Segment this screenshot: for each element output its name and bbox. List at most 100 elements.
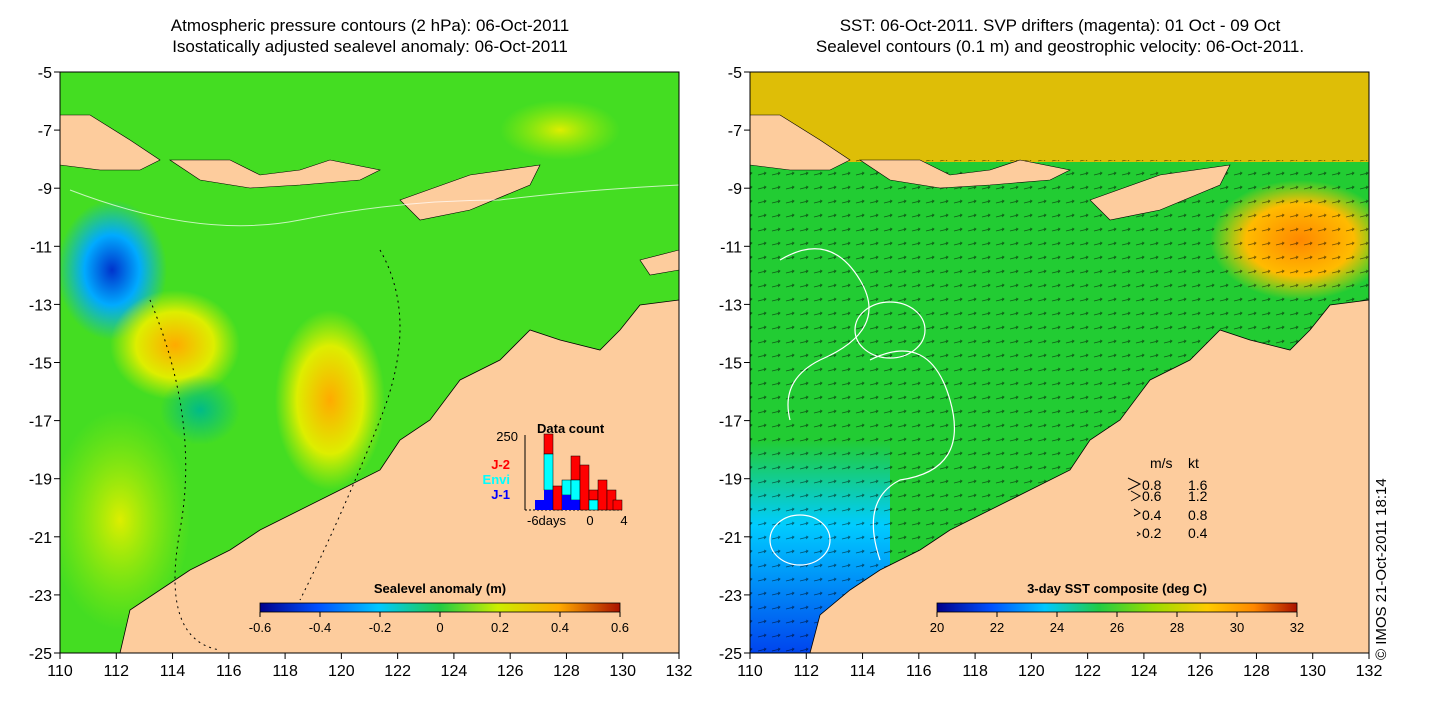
histogram-ymax-label: 250 bbox=[496, 429, 518, 444]
left-land-timor bbox=[399, 164, 541, 221]
right-x-tick-label: 128 bbox=[1243, 663, 1270, 680]
histogram-bar bbox=[543, 433, 554, 455]
right-x-tick-label: 112 bbox=[794, 663, 820, 680]
right-colorbar-tick-label: 30 bbox=[1230, 620, 1244, 635]
left-y-tick-label: -13 bbox=[29, 297, 52, 314]
right-x-tick-label: 110 bbox=[737, 663, 763, 680]
left-cyan-blob bbox=[160, 375, 240, 445]
right-x-tick-label: 130 bbox=[1299, 663, 1326, 680]
left-x-tick-label: 112 bbox=[104, 663, 130, 680]
right-sealevel-eddy2 bbox=[854, 301, 926, 359]
velocity-legend-ms: 0.6 bbox=[1142, 488, 1162, 504]
histogram-bar bbox=[579, 464, 590, 511]
velocity-arrow-icon bbox=[1136, 531, 1141, 537]
right-y-tick-label: -21 bbox=[719, 530, 742, 547]
left-x-tick-label: 124 bbox=[441, 663, 468, 680]
left-title-line1: Atmospheric pressure contours (2 hPa): 0… bbox=[170, 16, 570, 35]
left-y-tick-label: -5 bbox=[38, 65, 52, 82]
left-y-axis-ticks: -5 -7 -9 -11 -13 -15 -17 -19 -21 -23 -25 bbox=[29, 65, 60, 663]
left-map-field bbox=[60, 72, 679, 653]
right-sealevel-contour2 bbox=[869, 350, 955, 561]
velocity-legend-kt: 1.6 bbox=[1188, 477, 1208, 493]
left-land-australia bbox=[119, 299, 679, 653]
histogram-series-label: J-1 bbox=[491, 487, 510, 502]
left-y-tick-label: -19 bbox=[29, 472, 52, 489]
right-colorbar-ticks: 20 22 24 26 28 30 32 bbox=[930, 612, 1304, 635]
right-x-tick-label: 132 bbox=[1356, 663, 1383, 680]
right-colorbar-tick-label: 20 bbox=[930, 620, 944, 635]
velocity-legend-kt: 0.8 bbox=[1188, 507, 1208, 523]
velocity-arrow-icon bbox=[1127, 477, 1142, 491]
right-y-tick-label: -23 bbox=[719, 588, 742, 605]
histogram-series-label: J-2 bbox=[491, 457, 510, 472]
right-y-tick-label: -19 bbox=[719, 472, 742, 489]
left-colorbar-tick-label: 0.2 bbox=[491, 620, 509, 635]
histogram-bar bbox=[612, 499, 623, 511]
left-pressure-contour bbox=[149, 299, 221, 651]
left-x-tick-label: 128 bbox=[553, 663, 580, 680]
left-y-tick-label: -15 bbox=[29, 356, 52, 373]
right-sealevel-eddy bbox=[769, 514, 831, 566]
histogram-x-label: 4 bbox=[620, 513, 627, 528]
right-title-line1: SST: 06-Oct-2011. SVP drifters (magenta)… bbox=[839, 16, 1281, 35]
right-colorbar-tick-label: 28 bbox=[1170, 620, 1184, 635]
velocity-legend: m/s kt 0.8 1.6 0.6 1.2 0.4 0.8 0.2 0.4 bbox=[1127, 455, 1208, 541]
left-x-tick-label: 110 bbox=[47, 663, 73, 680]
right-x-tick-label: 122 bbox=[1074, 663, 1101, 680]
velocity-legend-header-kt: kt bbox=[1188, 455, 1199, 471]
velocity-arrow-icon bbox=[1133, 508, 1141, 517]
right-colorbar-tick-label: 22 bbox=[990, 620, 1004, 635]
left-x-tick-label: 118 bbox=[272, 663, 298, 680]
velocity-arrow-icon bbox=[1130, 490, 1142, 502]
right-y-tick-label: -11 bbox=[720, 239, 742, 256]
left-x-axis-ticks: 110 112 114 116 118 120 122 124 126 128 130 132 bbox=[47, 653, 692, 680]
right-land-timor bbox=[1089, 164, 1231, 221]
left-y-tick-label: -17 bbox=[29, 414, 52, 431]
left-colorbar-title: Sealevel anomaly (m) bbox=[374, 581, 506, 596]
right-colorbar bbox=[936, 602, 1298, 613]
left-colorbar-tick-label: 0 bbox=[436, 620, 443, 635]
histogram-bar bbox=[571, 500, 580, 510]
velocity-legend-ms: 0.4 bbox=[1142, 507, 1162, 523]
velocity-legend-header-ms: m/s bbox=[1150, 455, 1173, 471]
right-y-axis-ticks: -5 -7 -9 -11 -13 -15 -17 -19 -21 -23 -25 bbox=[719, 65, 750, 663]
left-colorbar-tick-label: 0.6 bbox=[611, 620, 629, 635]
left-map-title: Atmospheric pressure contours (2 hPa): 0… bbox=[60, 15, 680, 57]
right-land-lesser-sunda bbox=[859, 159, 1071, 189]
velocity-legend-ms: 0.2 bbox=[1142, 525, 1162, 541]
right-map-title: SST: 06-Oct-2011. SVP drifters (magenta)… bbox=[750, 15, 1370, 57]
histogram-bar bbox=[597, 479, 608, 511]
left-y-tick-label: -21 bbox=[29, 530, 52, 547]
left-land-lesser-sunda bbox=[169, 159, 381, 189]
histogram-series-label: Envi bbox=[483, 472, 510, 487]
histogram-bar bbox=[588, 499, 599, 511]
histogram-bar bbox=[570, 479, 581, 501]
left-x-tick-label: 114 bbox=[160, 663, 186, 680]
left-yellow-blob2 bbox=[500, 100, 620, 160]
right-sealevel-contour bbox=[779, 248, 870, 421]
right-colorbar-title: 3-day SST composite (deg C) bbox=[1027, 581, 1207, 596]
left-colorbar bbox=[259, 602, 621, 613]
left-y-tick-label: -25 bbox=[29, 646, 52, 663]
velocity-legend-kt: 1.2 bbox=[1188, 488, 1208, 504]
left-x-tick-label: 116 bbox=[216, 663, 242, 680]
right-colorbar-tick-label: 32 bbox=[1290, 620, 1304, 635]
histogram-bar bbox=[552, 485, 563, 511]
histogram-bar bbox=[535, 500, 544, 510]
right-land-java bbox=[750, 114, 851, 171]
histogram-bar bbox=[561, 479, 572, 496]
right-y-tick-label: -13 bbox=[719, 297, 742, 314]
histogram-title: Data count bbox=[537, 421, 605, 436]
right-y-tick-label: -25 bbox=[719, 646, 742, 663]
right-y-tick-label: -7 bbox=[728, 123, 742, 140]
histogram-bar bbox=[544, 490, 553, 510]
right-y-tick-label: -17 bbox=[719, 414, 742, 431]
right-x-tick-label: 126 bbox=[1187, 663, 1214, 680]
right-x-tick-label: 116 bbox=[906, 663, 932, 680]
left-y-tick-label: -7 bbox=[38, 123, 52, 140]
left-x-tick-label: 122 bbox=[384, 663, 411, 680]
histogram-x-label: 0 bbox=[586, 513, 593, 528]
right-title-line2: Sealevel contours (0.1 m) and geostrophi… bbox=[815, 37, 1305, 56]
right-y-tick-label: -5 bbox=[728, 65, 742, 82]
